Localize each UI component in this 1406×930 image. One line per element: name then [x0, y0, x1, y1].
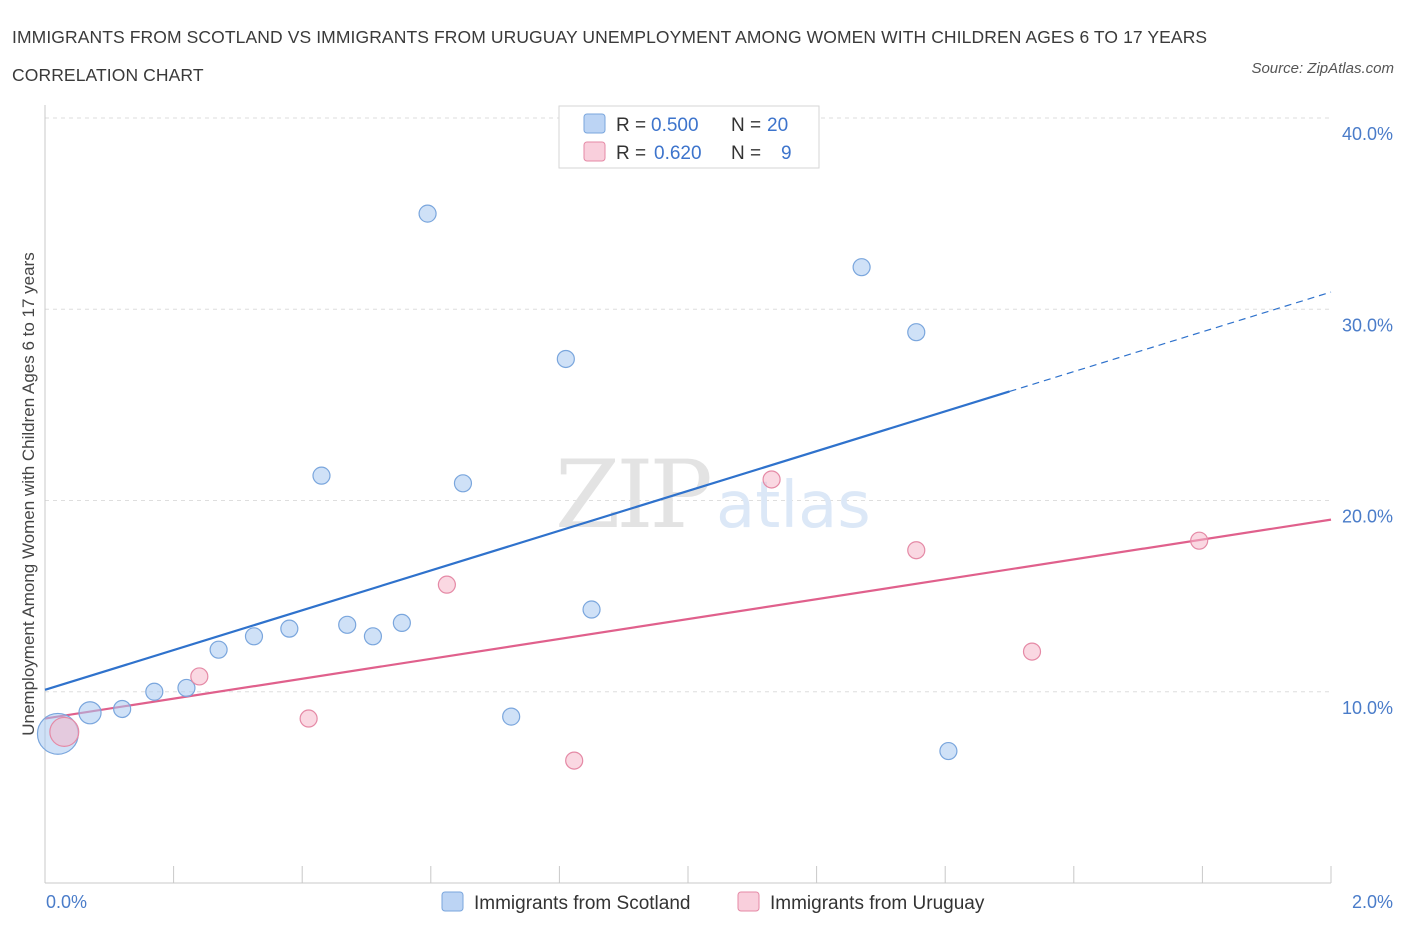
- svg-text:R =: R =: [616, 115, 646, 136]
- point-0-16: [582, 600, 601, 619]
- point-0-3: [145, 682, 164, 701]
- chart-title: IMMIGRANTS FROM SCOTLAND VS IMMIGRANTS F…: [12, 27, 1208, 85]
- svg-text:N =: N =: [731, 115, 761, 136]
- point-0-4: [177, 678, 196, 698]
- stats-legend: R = 0.500 N = 20 R = 0.620 N = 9: [558, 105, 820, 169]
- y-tick-label-0: 10.0%: [1342, 698, 1393, 718]
- trend-line-0: [44, 390, 1010, 691]
- gridlines: [45, 117, 1331, 693]
- point-0-8: [312, 466, 331, 485]
- x-tick-label-right: 2.0%: [1352, 892, 1393, 912]
- stats-legend-swatch-scotland: [583, 113, 606, 134]
- y-tick-label-1: 20.0%: [1342, 507, 1393, 527]
- trend-line-1: [44, 518, 1332, 720]
- x-tick-label-left: 0.0%: [46, 892, 87, 912]
- point-1-2: [299, 709, 318, 728]
- point-1-3: [437, 575, 456, 594]
- point-0-9: [338, 615, 357, 634]
- trend-lines: [44, 291, 1332, 720]
- y-tick-label-3: 40.0%: [1342, 124, 1393, 144]
- point-0-11: [392, 613, 411, 633]
- stats-r-uruguay: 0.620: [654, 143, 702, 164]
- point-1-0: [49, 716, 80, 747]
- svg-text:N =: N =: [731, 143, 761, 164]
- point-0-12: [418, 204, 437, 223]
- point-0-1: [78, 701, 102, 725]
- x-ticks: [44, 866, 1332, 883]
- y-axis-label: Unemployment Among Women with Children A…: [19, 252, 38, 736]
- point-1-5: [762, 470, 781, 489]
- stats-n-scotland: 20: [767, 115, 788, 136]
- point-1-4: [565, 751, 584, 770]
- point-0-2: [113, 699, 132, 719]
- legend-swatch-uruguay: [737, 891, 760, 912]
- stats-n-uruguay: 9: [781, 143, 792, 164]
- point-1-7: [1022, 642, 1042, 661]
- stats-legend-swatch-uruguay: [583, 141, 606, 162]
- point-0-18: [907, 323, 926, 342]
- trend-line-extension-0: [1009, 291, 1332, 393]
- point-1-8: [1190, 531, 1209, 550]
- watermark-atlas: atlas: [716, 469, 871, 543]
- y-tick-label-2: 30.0%: [1342, 315, 1393, 335]
- point-0-7: [280, 619, 299, 638]
- legend-label-uruguay: Immigrants from Uruguay: [770, 893, 985, 914]
- series-legend: Immigrants from Scotland Immigrants from…: [441, 891, 985, 914]
- data-points: [36, 204, 1209, 770]
- chart-source: Source: ZipAtlas.com: [1251, 60, 1394, 77]
- point-0-19: [939, 741, 958, 761]
- watermark-zip: ZIP: [555, 441, 709, 550]
- point-0-15: [556, 349, 575, 369]
- watermark: ZIP atlas: [555, 441, 871, 550]
- svg-text:R =: R =: [616, 143, 646, 164]
- point-0-5: [209, 640, 228, 659]
- point-1-1: [190, 667, 209, 686]
- stats-r-scotland: 0.500: [651, 115, 699, 136]
- point-0-17: [852, 258, 871, 277]
- y-tick-labels: 10.0% 20.0% 30.0% 40.0%: [1342, 124, 1393, 718]
- point-0-13: [453, 474, 473, 493]
- point-0-14: [502, 707, 521, 726]
- legend-swatch-scotland: [441, 891, 464, 912]
- point-0-10: [363, 627, 383, 646]
- point-0-6: [244, 627, 264, 646]
- point-1-6: [907, 541, 926, 560]
- legend-label-scotland: Immigrants from Scotland: [474, 893, 690, 914]
